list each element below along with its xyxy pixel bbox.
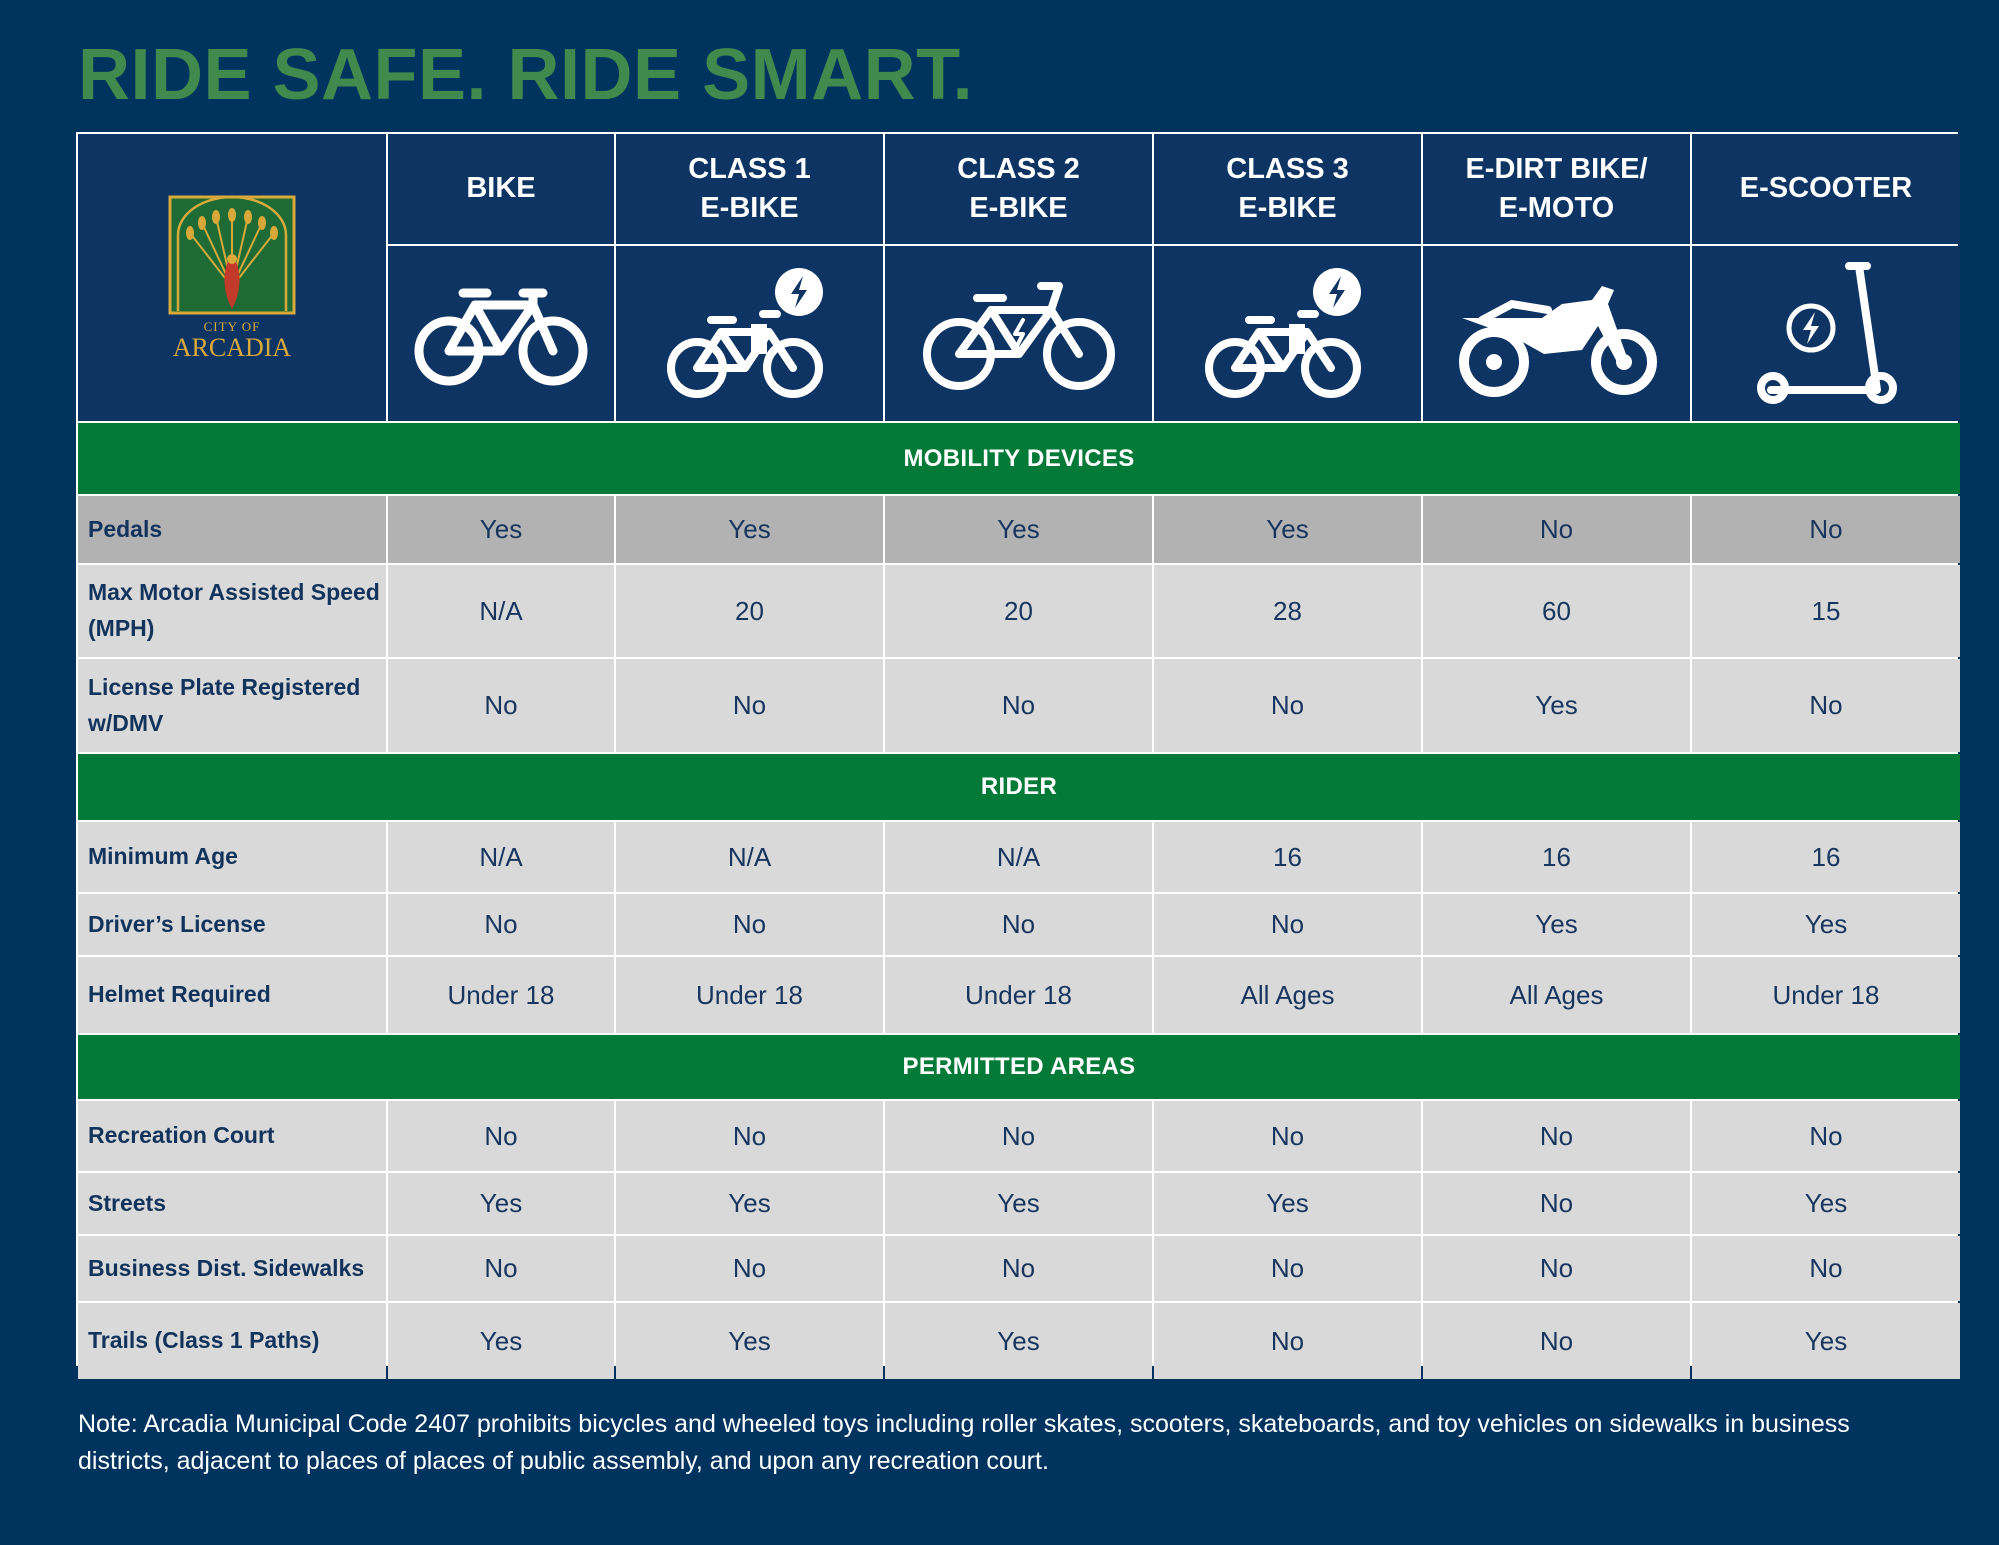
table-cell: All Ages bbox=[1154, 957, 1421, 1033]
table-cell: Under 18 bbox=[1692, 957, 1960, 1033]
table-cell: No bbox=[1423, 1236, 1690, 1301]
table-cell: Yes bbox=[885, 1173, 1152, 1234]
row-label-pedals: Pedals bbox=[78, 496, 386, 563]
table-cell: N/A bbox=[388, 822, 614, 892]
logo-city-of: CITY OF bbox=[203, 318, 261, 334]
table-cell: No bbox=[616, 894, 883, 955]
table-cell: Yes bbox=[1154, 1173, 1421, 1234]
column-header-edirt-bike: E-DIRT BIKE/ E-MOTO bbox=[1423, 134, 1690, 244]
table-cell: Yes bbox=[1154, 496, 1421, 563]
table-cell: Yes bbox=[388, 496, 614, 563]
section-mobility-devices: MOBILITY DEVICES bbox=[78, 423, 1960, 494]
table-cell: Yes bbox=[616, 1303, 883, 1379]
section-permitted-areas: PERMITTED AREAS bbox=[78, 1035, 1960, 1099]
scooter-icon bbox=[1692, 246, 1960, 421]
section-rider: RIDER bbox=[78, 754, 1960, 820]
table-cell: 20 bbox=[616, 565, 883, 657]
ebike-class1-icon bbox=[616, 246, 883, 421]
table-cell: No bbox=[1692, 496, 1960, 563]
table-cell: 20 bbox=[885, 565, 1152, 657]
row-label-drivers-license: Driver’s License bbox=[78, 894, 386, 955]
table-cell: No bbox=[388, 1101, 614, 1171]
table-cell: Yes bbox=[616, 496, 883, 563]
table-cell: 16 bbox=[1154, 822, 1421, 892]
table-cell: No bbox=[1154, 894, 1421, 955]
table-cell: No bbox=[1154, 659, 1421, 752]
column-header-class2-ebike: CLASS 2 E-BIKE bbox=[885, 134, 1152, 244]
table-cell: 15 bbox=[1692, 565, 1960, 657]
city-logo: CITY OF ARCADIA bbox=[78, 134, 386, 421]
column-header-bike: BIKE bbox=[388, 134, 614, 244]
table-cell: Yes bbox=[885, 496, 1152, 563]
table-cell: No bbox=[885, 1101, 1152, 1171]
table-cell: No bbox=[616, 659, 883, 752]
footnote: Note: Arcadia Municipal Code 2407 prohib… bbox=[78, 1410, 1850, 1475]
table-cell: No bbox=[1692, 659, 1960, 752]
table-cell: No bbox=[388, 894, 614, 955]
table-cell: No bbox=[1423, 1101, 1690, 1171]
row-label-minimum-age: Minimum Age bbox=[78, 822, 386, 892]
table-cell: 16 bbox=[1692, 822, 1960, 892]
table-cell: N/A bbox=[388, 565, 614, 657]
table-cell: Yes bbox=[1692, 1303, 1960, 1379]
table-cell: No bbox=[388, 659, 614, 752]
table-cell: No bbox=[885, 659, 1152, 752]
row-label-helmet-required: Helmet Required bbox=[78, 957, 386, 1033]
table-cell: No bbox=[388, 1236, 614, 1301]
table-cell: Under 18 bbox=[616, 957, 883, 1033]
table-cell: Under 18 bbox=[885, 957, 1152, 1033]
table-cell: No bbox=[1154, 1303, 1421, 1379]
table-cell: No bbox=[1423, 1173, 1690, 1234]
column-header-class3-ebike: CLASS 3 E-BIKE bbox=[1154, 134, 1421, 244]
table-cell: Yes bbox=[388, 1173, 614, 1234]
table-cell: 60 bbox=[1423, 565, 1690, 657]
row-label-streets: Streets bbox=[78, 1173, 386, 1234]
dirt-bike-icon bbox=[1423, 246, 1690, 421]
table-cell: Yes bbox=[1423, 659, 1690, 752]
table-cell: No bbox=[885, 894, 1152, 955]
row-label-business-sidewalks: Business Dist. Sidewalks bbox=[78, 1236, 386, 1301]
table-cell: Yes bbox=[1423, 894, 1690, 955]
table-cell: No bbox=[1154, 1101, 1421, 1171]
table-cell: No bbox=[1423, 496, 1690, 563]
table-cell: No bbox=[1692, 1101, 1960, 1171]
column-header-class1-ebike: CLASS 1 E-BIKE bbox=[616, 134, 883, 244]
bicycle-icon bbox=[388, 246, 614, 421]
row-label-license-plate: License Plate Registered w/DMV bbox=[78, 659, 386, 752]
table-cell: Yes bbox=[388, 1303, 614, 1379]
row-label-max-speed: Max Motor Assisted Speed (MPH) bbox=[78, 565, 386, 657]
table-cell: No bbox=[616, 1236, 883, 1301]
row-label-recreation-court: Recreation Court bbox=[78, 1101, 386, 1171]
vehicle-comparison-table: CITY OF ARCADIA BIKE CLASS 1 E-BIKE CLAS… bbox=[76, 132, 1960, 1379]
table-cell: Yes bbox=[1692, 1173, 1960, 1234]
table-cell: N/A bbox=[885, 822, 1152, 892]
table-cell: 16 bbox=[1423, 822, 1690, 892]
peacock-logo-icon bbox=[168, 195, 296, 314]
page-title: RIDE SAFE. RIDE SMART. bbox=[78, 35, 974, 115]
table-cell: No bbox=[885, 1236, 1152, 1301]
table-cell: All Ages bbox=[1423, 957, 1690, 1033]
table-cell: Under 18 bbox=[388, 957, 614, 1033]
table-cell: No bbox=[1423, 1303, 1690, 1379]
table-cell: Yes bbox=[1692, 894, 1960, 955]
table-cell: No bbox=[1154, 1236, 1421, 1301]
column-header-escooter: E-SCOOTER bbox=[1692, 134, 1960, 244]
row-label-trails: Trails (Class 1 Paths) bbox=[78, 1303, 386, 1379]
table-cell: N/A bbox=[616, 822, 883, 892]
logo-arcadia: ARCADIA bbox=[172, 332, 292, 362]
table-cell: Yes bbox=[885, 1303, 1152, 1379]
table-cell: No bbox=[616, 1101, 883, 1171]
table-cell: No bbox=[1692, 1236, 1960, 1301]
ebike-class2-icon bbox=[885, 246, 1152, 421]
ebike-class3-icon bbox=[1154, 246, 1421, 421]
table-cell: 28 bbox=[1154, 565, 1421, 657]
table-cell: Yes bbox=[616, 1173, 883, 1234]
